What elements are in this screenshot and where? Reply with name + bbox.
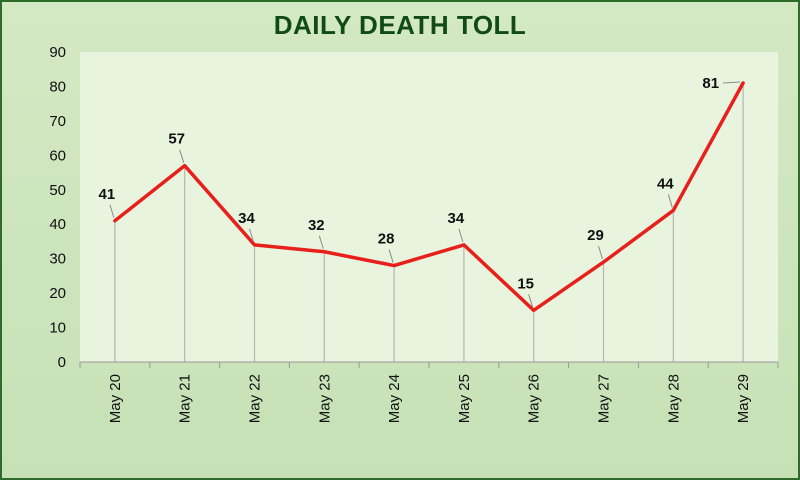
data-label: 44 <box>657 175 674 192</box>
y-tick-label: 40 <box>49 216 66 233</box>
data-labels: 41 57 34 32 28 34 15 29 44 81 <box>99 75 741 308</box>
y-axis-ticks: 0 10 20 30 40 50 60 70 80 90 <box>49 44 66 371</box>
drop-lines <box>114 83 744 362</box>
plot-area <box>80 52 778 362</box>
label-leader-line <box>249 228 254 243</box>
label-leader-line <box>318 235 324 249</box>
data-label: 15 <box>517 275 534 292</box>
y-tick-label: 90 <box>49 44 66 61</box>
x-tick-label: May 23 <box>316 374 333 423</box>
x-tick-label: May 27 <box>596 374 613 423</box>
x-tick-label: May 24 <box>386 374 403 423</box>
x-tick-label: May 29 <box>735 374 752 423</box>
x-tick-label: May 20 <box>107 374 124 423</box>
x-tick-label: May 28 <box>665 374 682 423</box>
data-label: 34 <box>448 210 465 227</box>
label-leader-line <box>388 249 394 263</box>
label-leader-line <box>723 81 741 84</box>
y-tick-label: 30 <box>49 251 66 268</box>
x-tick-label: May 21 <box>177 374 194 423</box>
data-label: 28 <box>378 231 395 248</box>
y-tick-label: 60 <box>49 147 66 164</box>
x-axis-labels: May 20 May 21 May 22 May 23 May 24 May 25 May … <box>107 374 752 423</box>
series-line-group <box>113 81 745 313</box>
data-label: 41 <box>99 186 116 203</box>
label-leader-line <box>528 294 534 308</box>
data-label: 32 <box>308 217 325 234</box>
data-label: 34 <box>238 210 255 227</box>
data-label: 81 <box>702 75 719 92</box>
data-label: 57 <box>168 131 185 148</box>
label-leader-line <box>598 245 603 260</box>
series-line <box>113 81 745 313</box>
label-leader-line <box>109 204 115 218</box>
y-tick-label: 70 <box>49 113 66 130</box>
y-tick-label: 50 <box>49 182 66 199</box>
y-tick-label: 0 <box>58 354 66 371</box>
x-tick-label: May 25 <box>456 374 473 423</box>
label-leader-line <box>179 149 185 163</box>
x-tick-label: May 22 <box>247 374 264 423</box>
y-tick-label: 80 <box>49 78 66 95</box>
x-tick-label: May 26 <box>526 374 543 423</box>
label-leader-line <box>667 194 673 208</box>
x-axis <box>79 361 779 368</box>
label-leader-line <box>458 228 464 243</box>
data-label: 29 <box>587 227 604 244</box>
y-tick-label: 20 <box>49 285 66 302</box>
y-tick-label: 10 <box>49 320 66 337</box>
chart-title: DAILY DEATH TOLL <box>273 10 527 40</box>
